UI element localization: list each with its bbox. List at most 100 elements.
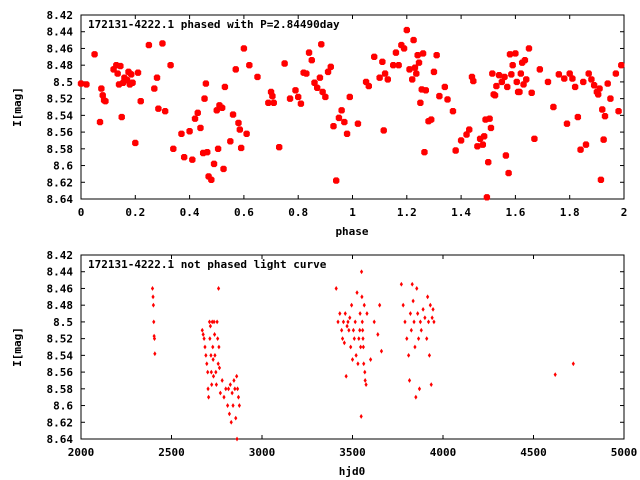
unphased-yticks: 8.42 8.44 8.46 8.48 8.5 8.52 8.54 8.56 8.58 8.6 8.… [47,249,624,446]
phased-data-point [493,82,500,90]
phased-data-point [128,71,135,78]
phased-data-point [204,148,211,156]
unphased-ytick-label: 8.5 [53,316,73,329]
unphased-data-point [237,403,241,408]
phased-data-point [406,66,413,73]
phased-ytick-label: 8.5 [53,76,73,89]
phased-data-point [316,74,324,81]
phased-data-point [186,128,193,135]
unphased-data-point [214,369,218,375]
unphased-data-point [426,294,430,300]
unphased-data-point [364,382,368,388]
unphased-data-point [204,352,208,358]
unphased-ytick-label: 8.48 [47,299,74,312]
unphased-data-point [210,382,214,388]
phased-data-point [297,100,305,107]
phased-data-point [191,115,199,122]
phased-data-point [343,130,351,137]
phased-data-point [269,92,276,100]
unphased-data-point [338,311,342,316]
phased-data-point [457,137,465,144]
unphased-data-point [342,340,346,346]
phased-data-point [227,138,234,145]
unphased-data-point [408,311,413,316]
phased-data-point [470,77,477,85]
phased-data-point [479,141,487,148]
unphased-data-point [211,357,215,362]
phased-xtick-label: 1.4 [451,206,471,219]
phased-data-point [292,87,299,94]
unphased-panel: 172131-4222.1 not phased light curve hjd… [11,249,637,478]
unphased-data-point [571,361,575,367]
unphased-data-point [206,386,210,392]
unphased-data-point [419,327,423,333]
phased-data-point [489,70,496,77]
unphased-data-point [228,382,232,388]
phased-data-point [486,115,493,122]
unphased-data-point [407,378,412,383]
phased-ytick-label: 8.44 [47,26,74,39]
unphased-data-point [232,378,236,383]
unphased-data-point [431,306,435,312]
unphased-data-point [210,319,214,325]
unphased-data-point [427,352,432,358]
unphased-data-point [416,336,421,342]
phased-data-point [449,107,457,115]
phased-data-point [270,99,277,107]
unphased-data-point [206,369,210,375]
phased-xtick-label: 0.4 [180,206,200,219]
phased-data-point [508,71,515,78]
phased-ytick-label: 8.48 [47,59,74,72]
phased-data-point [411,64,419,71]
unphased-data-point [152,319,156,325]
unphased-data-point [426,319,431,325]
phased-data-point [208,176,215,183]
unphased-data-point [361,344,365,350]
phased-data-point [502,152,510,159]
phased-data-point [145,41,153,49]
phased-data-point [436,92,443,100]
phased-data-point [483,194,491,201]
phased-data-point [561,75,568,82]
phased-xtick-label: 1.2 [397,206,417,219]
unphased-data-point [230,390,234,396]
phased-data-point [341,118,348,126]
unphased-xtick-label: 4000 [430,446,457,459]
unphased-data-point [425,336,429,342]
phased-data-point [517,70,525,77]
phased-data-point [129,79,136,86]
phased-panel: 172131-4222.1 phased with P=2.84490day p… [11,9,627,238]
phased-data-point [523,76,530,83]
phased-data-point [595,91,602,98]
phased-data-point [286,95,294,102]
unphased-data-point [409,327,413,333]
phased-data-point [236,126,244,133]
unphased-ytick-label: 8.56 [47,366,74,379]
phased-data-point [308,56,315,64]
phased-data-point [571,83,579,91]
unphased-data-point [235,436,239,442]
phased-data-point [555,71,563,78]
phased-ylabel: I[mag] [11,87,24,127]
phased-data-point [318,41,325,48]
phased-data-point [314,84,321,91]
phased-data-point [229,111,237,118]
unphased-data-point [369,357,373,362]
phased-data-point [295,93,302,101]
phased-xtick-label: 2 [621,206,628,219]
phased-data-point [419,50,427,57]
phased-data-point [403,26,410,34]
phased-data-point [376,74,383,81]
unphased-data-point [361,327,365,333]
unphased-data-point [360,294,364,300]
unphased-data-point [362,361,366,367]
unphased-data-point [413,344,417,350]
unphased-data-point [361,336,365,342]
unphased-data-point [412,319,416,325]
phased-xtick-label: 0.6 [234,206,254,219]
unphased-data-point [214,382,218,388]
phased-data-point [513,78,520,86]
phased-data-point [218,104,226,112]
phased-data-point [520,81,527,88]
